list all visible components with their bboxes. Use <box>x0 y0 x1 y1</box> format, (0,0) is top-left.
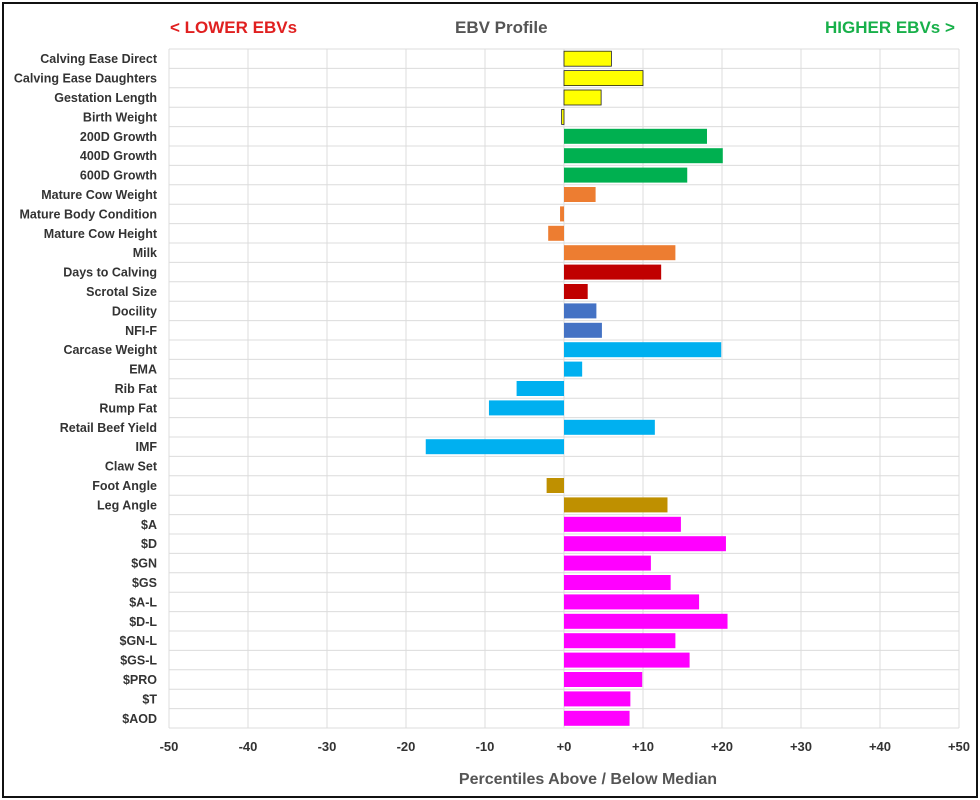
x-tick-label: +40 <box>869 739 891 754</box>
category-label: 600D Growth <box>80 169 157 183</box>
bar-milk <box>564 245 676 261</box>
bar--gn <box>564 555 651 571</box>
x-tick-label: +0 <box>557 739 572 754</box>
bars <box>425 50 728 726</box>
category-label: $GN <box>131 557 157 571</box>
bar-foot-angle <box>546 478 564 493</box>
category-label: Milk <box>133 246 157 260</box>
higher-ebvs-label: HIGHER EBVs > <box>825 18 955 37</box>
category-label: Rib Fat <box>115 382 158 396</box>
x-axis-label: Percentiles Above / Below Median <box>459 771 717 788</box>
category-label: Birth Weight <box>83 110 158 124</box>
category-label: $A-L <box>129 595 157 609</box>
category-label: EMA <box>129 363 157 377</box>
bar--t <box>564 691 631 707</box>
category-label: Foot Angle <box>92 479 157 493</box>
bar-200d-growth <box>564 128 707 144</box>
category-label: Calving Ease Daughters <box>14 72 157 86</box>
bar-imf <box>425 439 564 455</box>
category-label: 200D Growth <box>80 130 157 144</box>
category-label: Claw Set <box>105 460 158 474</box>
category-label: Docility <box>112 304 157 318</box>
category-label: NFI-F <box>125 324 157 338</box>
category-label: Mature Cow Height <box>44 227 158 241</box>
category-label: Carcase Weight <box>63 343 157 357</box>
category-label: $PRO <box>123 673 157 687</box>
bar-600d-growth <box>564 167 688 183</box>
bar--gs <box>564 575 671 590</box>
bar--pro <box>564 672 643 687</box>
lower-ebvs-label: < LOWER EBVs <box>170 18 298 37</box>
x-tick-label: -50 <box>160 739 179 754</box>
bar-calving-ease-direct <box>563 50 612 67</box>
bar-gestation-length <box>563 89 602 106</box>
category-label: $AOD <box>122 712 157 726</box>
bar-nfi-f <box>564 322 602 338</box>
bar-leg-angle <box>564 497 668 513</box>
category-label: Days to Calving <box>63 266 157 280</box>
bar-ema <box>564 361 583 377</box>
x-tick-label: +30 <box>790 739 812 754</box>
bar--a-l <box>564 594 700 610</box>
category-label: Mature Cow Weight <box>41 188 158 202</box>
bar-days-to-calving <box>564 264 662 280</box>
category-label: Scrotal Size <box>86 285 157 299</box>
bar--d-l <box>564 613 728 629</box>
grid-lines <box>168 48 960 729</box>
category-label: Retail Beef Yield <box>60 421 157 435</box>
category-labels: Calving Ease Direct Calving Ease Daughter… <box>14 52 158 726</box>
category-label: $GS-L <box>120 654 157 668</box>
bar--d <box>564 536 726 552</box>
x-tick-label: +50 <box>948 739 970 754</box>
bar-carcase-weight <box>564 342 722 358</box>
category-label: 400D Growth <box>80 149 157 163</box>
x-tick-label: -10 <box>476 739 495 754</box>
category-label: $A <box>141 518 157 532</box>
category-label: Mature Body Condition <box>20 207 158 221</box>
bar--gn-l <box>564 633 676 649</box>
category-label: IMF <box>135 440 157 454</box>
bar-rump-fat <box>488 400 564 416</box>
bar-retail-beef-yield <box>564 419 655 435</box>
category-label: Gestation Length <box>54 91 157 105</box>
bar-birth-weight <box>561 109 565 125</box>
x-tick-label: +20 <box>711 739 733 754</box>
bar--a <box>564 516 681 532</box>
bar-rib-fat <box>516 381 564 396</box>
x-tick-label: +10 <box>632 739 654 754</box>
bar-mature-cow-weight <box>564 187 596 202</box>
category-label: $T <box>142 692 157 706</box>
category-label: $D <box>141 537 157 551</box>
x-tick-labels: -50 -40 -30 -20 -10 +0 +10 +20 +30 +40 +50 <box>160 739 970 754</box>
bar-mature-cow-height <box>548 225 564 241</box>
bar-scrotal-size <box>564 284 588 299</box>
x-tick-label: -20 <box>397 739 416 754</box>
x-tick-label: -30 <box>318 739 337 754</box>
x-tick-label: -40 <box>239 739 258 754</box>
category-label: Leg Angle <box>97 498 157 512</box>
bar-calving-ease-daughters <box>563 70 644 86</box>
bar-400d-growth <box>564 148 723 164</box>
bar--aod <box>564 710 630 726</box>
bar--gs-l <box>564 652 690 668</box>
bar-docility <box>564 303 597 319</box>
category-label: Rump Fat <box>99 401 157 415</box>
category-label: $GN-L <box>120 634 158 648</box>
category-label: $D-L <box>129 615 157 629</box>
category-label: Calving Ease Direct <box>40 52 158 66</box>
chart-title: EBV Profile <box>455 18 548 37</box>
category-label: $GS <box>132 576 157 590</box>
bar-mature-body-condition <box>560 206 564 222</box>
